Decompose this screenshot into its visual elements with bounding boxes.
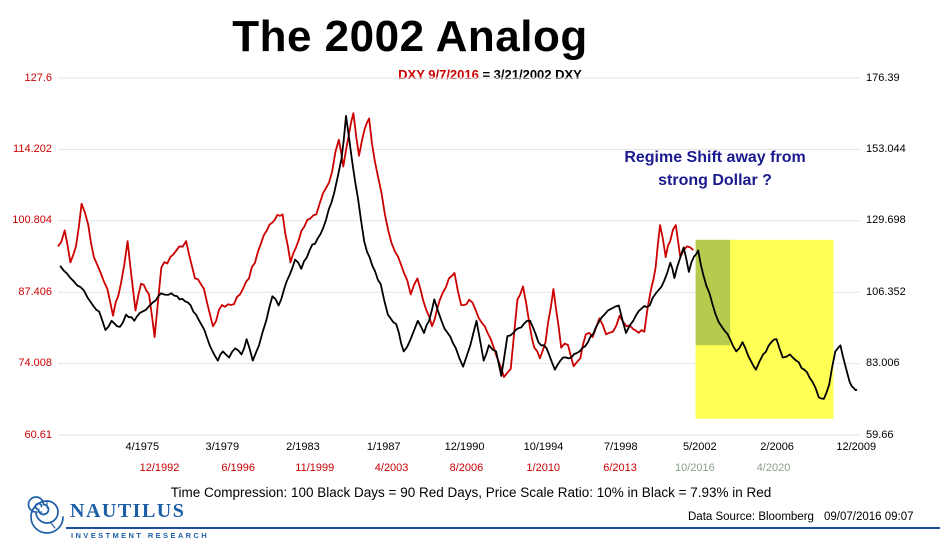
x-axis-black-tick-label: 12/1990 xyxy=(444,441,485,453)
x-axis-red-tick-label: 12/1992 xyxy=(139,462,180,474)
right-axis-tick-label: 83.006 xyxy=(866,357,900,370)
right-axis-tick-label: 176.39 xyxy=(866,71,900,84)
red-series-line xyxy=(57,112,694,378)
logo-tagline: INVESTMENT RESEARCH xyxy=(71,531,210,540)
x-axis-red-tick-label: 6/1996 xyxy=(221,462,255,474)
x-axis-black-tick-label: 2/2006 xyxy=(760,441,794,453)
timestamp-label: 09/07/2016 09:07 xyxy=(824,511,914,523)
logo-name: NAUTILUS xyxy=(70,500,186,522)
left-axis-tick-label: 60.61 xyxy=(24,428,52,441)
x-axis-red-tick-label: 10/2016 xyxy=(674,462,715,474)
x-axis-black-tick-label: 3/1979 xyxy=(205,441,240,453)
x-axis-red-tick-label: 4/2020 xyxy=(756,462,791,474)
compression-caption: Time Compression: 100 Black Days = 90 Re… xyxy=(170,485,772,500)
annotation-line-2: strong Dollar ? xyxy=(658,172,772,190)
annotation-line-1: Regime Shift away from xyxy=(624,149,806,166)
footer-divider-rule xyxy=(66,527,940,529)
x-axis-red-tick-label: 1/2010 xyxy=(526,462,561,474)
x-axis-black-tick-label: 1/1987 xyxy=(366,441,401,453)
left-axis-tick-label: 127.6 xyxy=(24,71,52,84)
right-axis-tick-label: 129.698 xyxy=(866,214,906,227)
left-axis-tick-label: 100.804 xyxy=(12,214,52,227)
left-axis-tick-label: 114.202 xyxy=(13,142,52,155)
x-axis-red-tick-label: 11/1999 xyxy=(295,462,335,474)
nautilus-shell-icon xyxy=(27,496,64,534)
x-axis-black-tick-label: 10/1994 xyxy=(523,441,564,453)
page-title: The 2002 Analog xyxy=(232,12,588,61)
x-axis-black-tick-label: 7/1998 xyxy=(604,441,638,453)
x-axis-black-tick-label: 12/2009 xyxy=(836,441,877,453)
left-axis-tick-label: 87.406 xyxy=(18,285,52,298)
left-axis-tick-label: 74.008 xyxy=(18,357,52,370)
x-axis-red-tick-label: 6/2013 xyxy=(603,462,637,474)
x-axis-red-tick-label: 8/2006 xyxy=(449,462,484,474)
regime-shift-annotation: Regime Shift away from strong Dollar ? xyxy=(583,146,847,192)
right-axis-tick-label: 153.044 xyxy=(866,142,906,155)
x-axis-red-tick-label: 4/2003 xyxy=(374,462,409,474)
right-axis-tick-label: 106.352 xyxy=(866,285,906,298)
x-axis-black-tick-label: 4/1975 xyxy=(125,441,160,453)
right-axis-tick-label: 59.66 xyxy=(866,428,894,441)
overlap-zone-green xyxy=(695,239,731,346)
x-axis-black-tick-label: 5/2002 xyxy=(682,441,717,453)
black-series-line xyxy=(59,115,858,400)
data-source-label: Data Source: Bloomberg xyxy=(688,511,814,523)
x-axis-black-tick-label: 2/1983 xyxy=(286,441,320,453)
projection-zone-yellow xyxy=(695,239,834,419)
